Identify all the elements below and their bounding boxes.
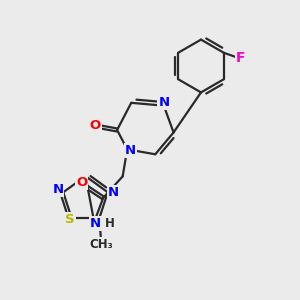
- Text: N: N: [125, 144, 136, 157]
- Text: H: H: [105, 217, 115, 230]
- Text: CH₃: CH₃: [89, 238, 113, 251]
- Text: N: N: [90, 217, 101, 230]
- Text: S: S: [65, 213, 75, 226]
- Text: N: N: [108, 186, 119, 199]
- Text: N: N: [52, 183, 63, 196]
- Text: O: O: [76, 176, 87, 189]
- Text: F: F: [236, 51, 245, 65]
- Text: O: O: [90, 119, 101, 132]
- Text: N: N: [158, 96, 169, 109]
